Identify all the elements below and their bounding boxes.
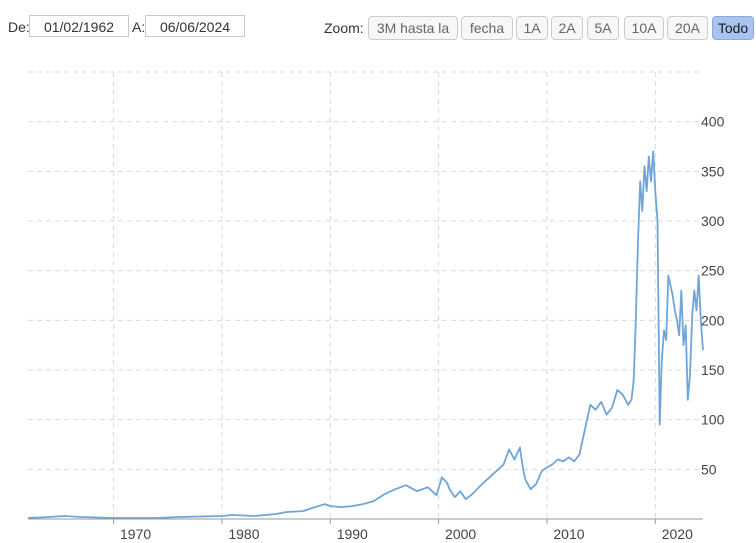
x-tick-label: 2010 [553, 526, 584, 542]
price-series-line [27, 150, 704, 519]
y-tick-label: 150 [701, 362, 725, 378]
zoom-label: Zoom: [324, 20, 364, 36]
zoom-2y-button[interactable]: 2A [551, 16, 583, 40]
to-label: A: [132, 19, 146, 35]
x-tick-label: 1970 [120, 526, 151, 542]
zoom-10y-button[interactable]: 10A [624, 16, 664, 40]
y-tick-label: 200 [701, 312, 725, 328]
y-tick-label: 250 [701, 263, 725, 279]
x-tick-label: 2000 [445, 526, 476, 542]
y-tick-label: 100 [701, 412, 725, 428]
y-tick-label: 300 [701, 213, 725, 229]
zoom-1y-button[interactable]: 1A [516, 16, 548, 40]
series-layer [27, 150, 704, 519]
zoom-5y-button[interactable]: 5A [587, 16, 619, 40]
y-tick-label: 50 [701, 461, 717, 477]
y-tick-label: 350 [701, 163, 725, 179]
price-chart[interactable]: 1970 1980 1990 2000 2010 2020 50 100 150 200 250 3… [0, 60, 756, 543]
y-axis-ticks: 50 100 150 200 250 300 350 400 [701, 114, 725, 478]
zoom-3m-button[interactable]: 3M hasta la [368, 16, 458, 40]
x-axis-ticks: 1970 1980 1990 2000 2010 2020 [113, 519, 693, 542]
zoom-all-button[interactable]: Todo [712, 16, 754, 40]
y-tick-label: 400 [701, 114, 725, 130]
from-label: De: [8, 19, 30, 35]
x-tick-label: 1980 [228, 526, 259, 542]
x-tick-label: 2020 [662, 526, 693, 542]
zoom-20y-button[interactable]: 20A [667, 16, 708, 40]
from-date-input[interactable]: 01/02/1962 [29, 15, 129, 37]
x-tick-label: 1990 [337, 526, 368, 542]
grid [28, 71, 703, 519]
zoom-ytd-button[interactable]: fecha [461, 16, 513, 40]
to-date-input[interactable]: 06/06/2024 [145, 15, 245, 37]
